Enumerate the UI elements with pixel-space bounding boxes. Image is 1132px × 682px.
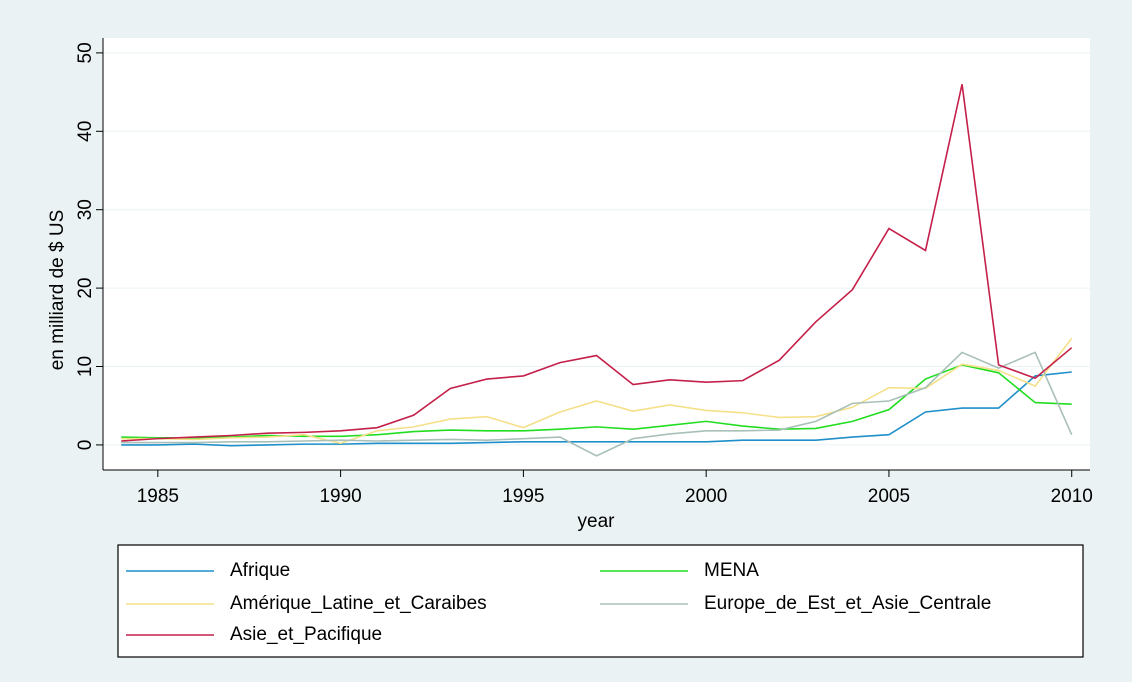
series-line [121, 337, 1073, 445]
x-tick-label: 1995 [502, 486, 544, 507]
legend-label: Amérique_Latine_et_Caraibes [230, 593, 487, 614]
x-tick-label: 2005 [868, 486, 910, 507]
y-axis-label: en milliard de $ US [47, 210, 68, 371]
y-tick-label: 10 [75, 356, 96, 377]
y-tick-label: 40 [75, 121, 96, 142]
x-tick-label: 2010 [1051, 486, 1093, 507]
y-tick-label: 30 [75, 199, 96, 220]
series-line [121, 84, 1073, 442]
x-tick-label: 1990 [319, 486, 361, 507]
x-tick-label: 2000 [685, 486, 727, 507]
legend [117, 544, 1084, 658]
series-line [121, 351, 1073, 457]
legend-label: Asie_et_Pacifique [230, 624, 382, 645]
legend-label: Afrique [230, 560, 290, 581]
y-tick-label: 0 [75, 440, 96, 451]
legend-label: Europe_de_Est_et_Asie_Centrale [704, 593, 991, 614]
y-tick-label: 50 [75, 42, 96, 63]
y-tick-label: 20 [75, 278, 96, 299]
x-axis-label: year [578, 511, 616, 532]
legend-label: MENA [704, 560, 759, 581]
series-line [121, 371, 1072, 447]
x-tick-label: 1985 [137, 486, 179, 507]
plot-area [103, 38, 1090, 470]
